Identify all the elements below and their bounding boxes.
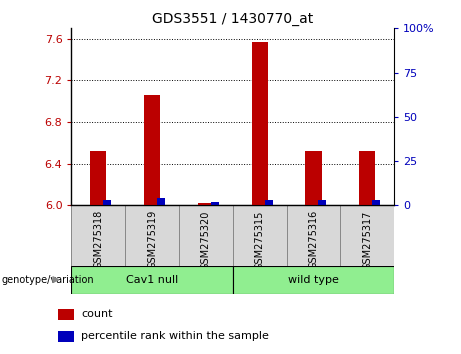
Text: wild type: wild type (288, 275, 339, 285)
Bar (90, 151, 106, 205)
Text: genotype/variation: genotype/variation (1, 275, 94, 285)
Text: percentile rank within the sample: percentile rank within the sample (81, 331, 269, 341)
Bar (157, 198, 165, 205)
Text: GSM275316: GSM275316 (308, 210, 319, 269)
Bar (179, 205, 233, 266)
Text: GSM275317: GSM275317 (362, 210, 372, 269)
Text: count: count (81, 309, 113, 319)
Text: GSM275315: GSM275315 (254, 210, 265, 269)
Bar (265, 200, 272, 205)
Bar (318, 200, 326, 205)
Bar (125, 205, 179, 266)
Bar (58, 331, 74, 342)
Bar (305, 151, 321, 205)
Bar (340, 205, 394, 266)
Text: Cav1 null: Cav1 null (126, 275, 178, 285)
Title: GDS3551 / 1430770_at: GDS3551 / 1430770_at (152, 12, 313, 26)
Bar (372, 200, 380, 205)
Bar (233, 205, 287, 266)
Bar (58, 309, 74, 320)
Text: GSM275320: GSM275320 (201, 210, 211, 269)
Bar (103, 200, 111, 205)
Text: GSM275319: GSM275319 (147, 210, 157, 269)
Text: GSM275318: GSM275318 (93, 210, 103, 269)
Bar (198, 203, 214, 205)
Bar (211, 202, 219, 205)
Bar (71, 205, 125, 266)
Bar (287, 205, 340, 266)
Bar (233, 266, 394, 294)
Bar (252, 42, 268, 205)
Bar (144, 95, 160, 205)
Bar (71, 266, 233, 294)
Bar (359, 151, 375, 205)
